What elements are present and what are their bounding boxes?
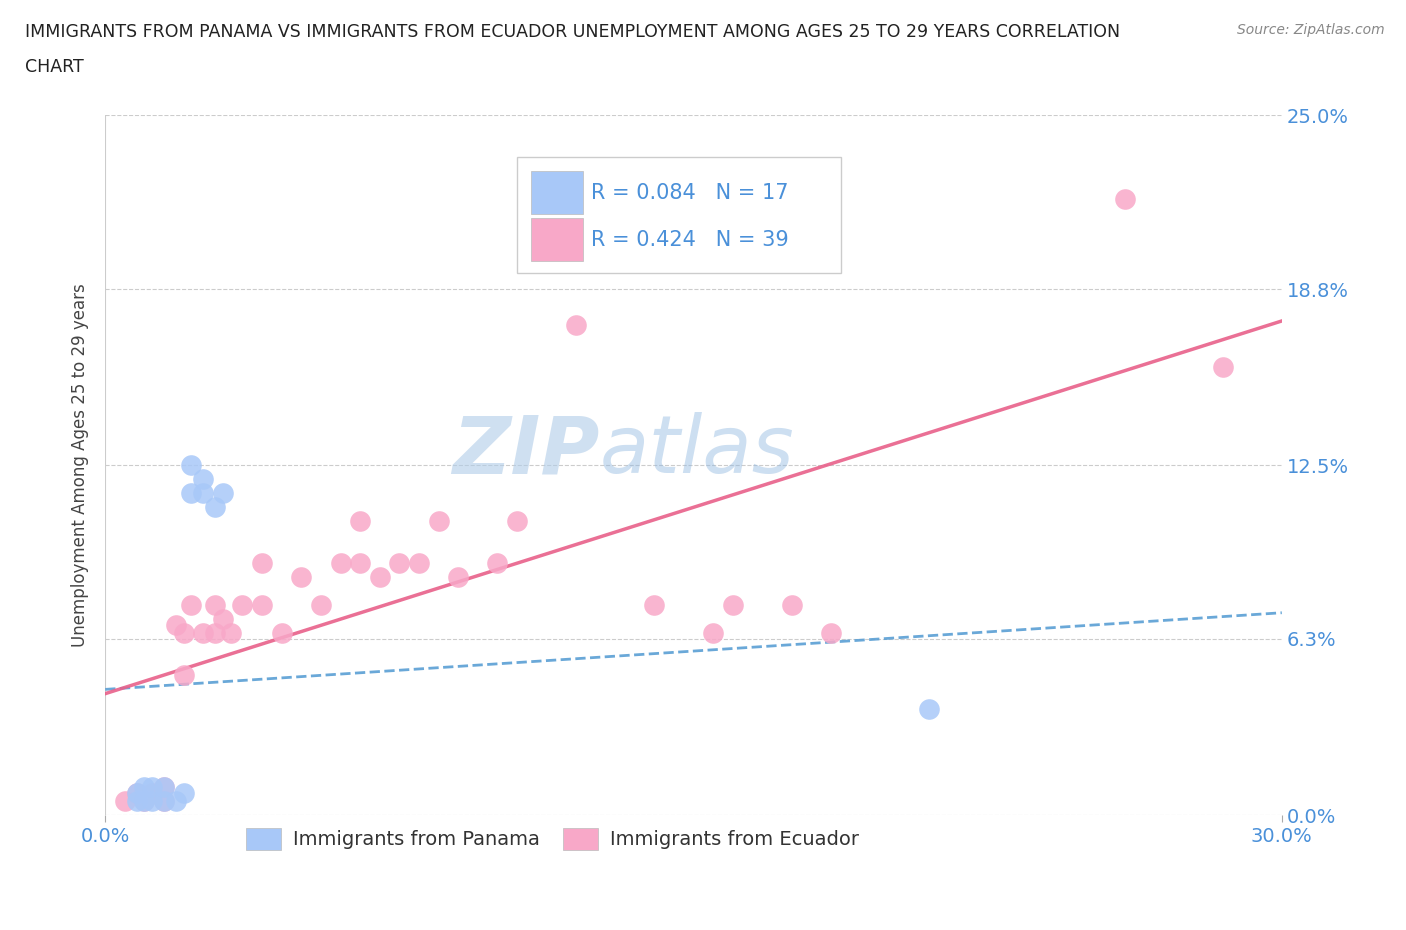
Point [329, 556, 352, 571]
Point [193, 626, 215, 641]
Point [134, 779, 156, 794]
Point [153, 779, 176, 794]
Point [141, 785, 163, 800]
Point [165, 618, 187, 632]
Point [290, 570, 312, 585]
Point [447, 570, 470, 585]
Point [702, 626, 724, 641]
Point [173, 626, 195, 641]
Point [270, 626, 292, 641]
Text: CHART: CHART [25, 58, 84, 75]
Point [349, 514, 371, 529]
Point [309, 598, 332, 613]
Point [204, 500, 226, 515]
Point [125, 785, 148, 800]
Point [153, 794, 176, 809]
Point [134, 794, 156, 809]
Point [565, 318, 588, 333]
Point [427, 514, 450, 529]
Point [820, 626, 842, 641]
Point [180, 598, 202, 613]
Point [506, 514, 529, 529]
Text: R = 0.084   N = 17: R = 0.084 N = 17 [591, 183, 789, 203]
Point [180, 458, 202, 472]
FancyBboxPatch shape [531, 171, 583, 214]
Point [212, 612, 235, 627]
Point [134, 794, 156, 809]
Point [153, 794, 176, 809]
Point [141, 794, 163, 809]
Point [721, 598, 744, 613]
Point [165, 794, 187, 809]
Point [173, 785, 195, 800]
Point [1114, 192, 1136, 206]
Point [368, 570, 391, 585]
Point [212, 485, 235, 500]
Text: atlas: atlas [599, 412, 794, 490]
Point [408, 556, 430, 571]
Legend: Immigrants from Panama, Immigrants from Ecuador: Immigrants from Panama, Immigrants from … [238, 820, 866, 858]
Point [349, 556, 371, 571]
Point [153, 779, 176, 794]
Point [193, 472, 215, 486]
Point [780, 598, 803, 613]
Point [231, 598, 253, 613]
Point [643, 598, 665, 613]
FancyBboxPatch shape [531, 219, 583, 261]
Text: IMMIGRANTS FROM PANAMA VS IMMIGRANTS FROM ECUADOR UNEMPLOYMENT AMONG AGES 25 TO : IMMIGRANTS FROM PANAMA VS IMMIGRANTS FRO… [25, 23, 1121, 41]
Point [486, 556, 509, 571]
Point [1212, 360, 1234, 375]
Point [173, 668, 195, 683]
Text: ZIP: ZIP [451, 412, 599, 490]
Point [180, 485, 202, 500]
Point [219, 626, 242, 641]
FancyBboxPatch shape [517, 157, 841, 272]
Y-axis label: Unemployment Among Ages 25 to 29 years: Unemployment Among Ages 25 to 29 years [72, 284, 89, 647]
Text: R = 0.424   N = 39: R = 0.424 N = 39 [591, 230, 789, 250]
Point [114, 794, 136, 809]
Point [204, 598, 226, 613]
Point [204, 626, 226, 641]
Point [125, 794, 148, 809]
Text: Source: ZipAtlas.com: Source: ZipAtlas.com [1237, 23, 1385, 37]
Point [141, 779, 163, 794]
Point [250, 556, 273, 571]
Point [125, 785, 148, 800]
Point [918, 701, 941, 716]
Point [250, 598, 273, 613]
Point [193, 485, 215, 500]
Point [388, 556, 411, 571]
